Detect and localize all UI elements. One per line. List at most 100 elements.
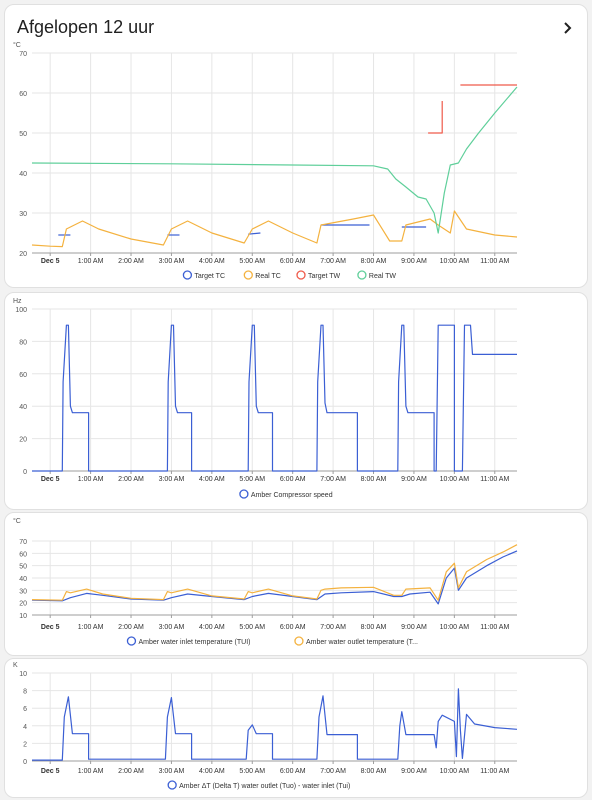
y-tick-label: 30 xyxy=(19,588,27,595)
x-tick-label: 3:00 AM xyxy=(159,258,185,265)
chart-water-temperature: °C 10 20 30 40 50 60 70 Dec 5 1:00 AM 2:00 AM 3:00 … xyxy=(13,517,518,646)
y-tick-label: 10 xyxy=(19,671,27,678)
x-tick-label: Dec 5 xyxy=(41,258,60,265)
y-unit-label: K xyxy=(13,662,18,669)
y-tick-label: 20 xyxy=(19,251,27,258)
x-tick-label: 8:00 AM xyxy=(361,476,387,483)
legend-label: Target TW xyxy=(308,273,341,280)
x-tick-label: 2:00 AM xyxy=(118,624,144,631)
x-tick-label: 10:00 AM xyxy=(440,624,470,631)
x-tick-label: 7:00 AM xyxy=(320,768,346,775)
y-tick-label: 0 xyxy=(23,469,27,476)
y-tick-label: 20 xyxy=(19,437,27,444)
chart-delta-t: K 0 2 4 6 8 10 Dec 5 1:00 AM 2:00 AM 3:00 AM 4:00 A… xyxy=(13,662,518,790)
x-tick-label: 11:00 AM xyxy=(480,476,509,483)
x-tick-label: 2:00 AM xyxy=(118,258,144,265)
chart-temperature: °C 20 30 40 50 60 70 Dec 5 1:00 AM 2:00 AM 3:00 AM… xyxy=(13,41,518,280)
x-tick-label: 7:00 AM xyxy=(320,258,346,265)
chart-compressor-speed: Hz 0 20 40 60 80 100 Dec 5 1:00 AM 2:00 AM 3:00 AM… xyxy=(13,298,517,499)
x-tick-label: 4:00 AM xyxy=(199,624,225,631)
y-tick-label: 10 xyxy=(19,613,27,620)
x-tick-label: 4:00 AM xyxy=(199,476,225,483)
series-line-1 xyxy=(31,210,518,248)
x-tick-label: 10:00 AM xyxy=(440,768,470,775)
x-tick-label: 3:00 AM xyxy=(159,476,185,483)
x-tick-label: 1:00 AM xyxy=(78,476,104,483)
x-tick-label: 6:00 AM xyxy=(280,258,306,265)
x-tick-label: 7:00 AM xyxy=(320,476,346,483)
x-tick-label: 8:00 AM xyxy=(361,258,387,265)
y-tick-label: 2 xyxy=(23,741,27,748)
chart-card-delta-t: K 0 2 4 6 8 10 Dec 5 1:00 AM 2:00 AM 3:00 AM 4:00 A… xyxy=(4,658,588,798)
x-tick-label: 11:00 AM xyxy=(480,624,509,631)
y-tick-label: 60 xyxy=(19,91,27,98)
y-tick-label: 4 xyxy=(23,724,27,731)
legend-marker xyxy=(357,270,367,280)
y-tick-label: 30 xyxy=(19,211,27,218)
y-tick-label: 8 xyxy=(23,689,27,696)
x-tick-label: Dec 5 xyxy=(41,624,60,631)
legend-label: Target TC xyxy=(194,273,225,280)
x-tick-label: 10:00 AM xyxy=(440,258,470,265)
series-line-0 xyxy=(32,688,518,761)
x-tick-label: 5:00 AM xyxy=(239,624,265,631)
card-header: Afgelopen 12 uur xyxy=(5,5,587,49)
x-tick-label: 2:00 AM xyxy=(118,476,144,483)
y-tick-label: 50 xyxy=(19,131,27,138)
legend-marker xyxy=(239,489,249,499)
series-line-0 xyxy=(32,324,517,472)
x-tick-label: 4:00 AM xyxy=(199,768,225,775)
x-tick-label: 3:00 AM xyxy=(159,768,185,775)
legend-label: Real TW xyxy=(369,273,396,280)
x-tick-label: 11:00 AM xyxy=(480,768,509,775)
x-tick-label: 9:00 AM xyxy=(401,768,427,775)
x-tick-label: 1:00 AM xyxy=(78,624,104,631)
chevron-right-icon[interactable] xyxy=(561,21,575,35)
legend-label: Real TC xyxy=(255,273,281,280)
y-unit-label: °C xyxy=(13,41,21,49)
y-tick-label: 80 xyxy=(19,339,27,346)
y-tick-label: 20 xyxy=(19,601,27,608)
legend-marker xyxy=(126,636,137,646)
y-tick-label: 60 xyxy=(19,372,27,379)
x-tick-label: Dec 5 xyxy=(41,476,60,483)
legend-label: Amber water inlet temperature (TUI) xyxy=(138,639,250,646)
x-tick-label: 11:00 AM xyxy=(480,258,509,265)
y-tick-label: 100 xyxy=(15,307,27,314)
series-line-1 xyxy=(31,544,518,601)
x-tick-label: 5:00 AM xyxy=(239,476,265,483)
y-tick-label: 60 xyxy=(19,551,27,558)
y-tick-label: 40 xyxy=(19,171,27,178)
series-line-2 xyxy=(428,101,443,134)
series-line-0 xyxy=(31,550,518,605)
x-tick-label: 7:00 AM xyxy=(320,624,346,631)
x-tick-label: 9:00 AM xyxy=(401,476,427,483)
y-tick-label: 50 xyxy=(19,564,27,571)
x-tick-label: 6:00 AM xyxy=(280,624,306,631)
x-tick-label: 6:00 AM xyxy=(280,476,306,483)
x-tick-label: 9:00 AM xyxy=(401,624,427,631)
x-tick-label: 5:00 AM xyxy=(239,768,265,775)
x-tick-label: 3:00 AM xyxy=(159,624,185,631)
y-tick-label: 6 xyxy=(23,706,27,713)
legend-marker xyxy=(294,636,304,646)
x-tick-label: Dec 5 xyxy=(41,768,60,775)
x-tick-label: 10:00 AM xyxy=(440,476,470,483)
x-tick-label: 8:00 AM xyxy=(361,624,387,631)
x-tick-label: 4:00 AM xyxy=(199,258,225,265)
chart-card-temperature: Afgelopen 12 uur °C 20 30 40 50 60 70 Dec 5 1:00… xyxy=(4,4,588,288)
y-unit-label: °C xyxy=(13,517,21,525)
x-tick-label: 9:00 AM xyxy=(401,258,427,265)
legend-marker xyxy=(296,270,306,280)
legend-label: Amber Compressor speed xyxy=(251,492,333,499)
legend-marker xyxy=(167,780,177,790)
chart-card-water-temp: °C 10 20 30 40 50 60 70 Dec 5 1:00 AM 2:00 AM 3:00 … xyxy=(4,512,588,656)
y-tick-label: 40 xyxy=(19,404,27,411)
x-tick-label: 1:00 AM xyxy=(78,258,104,265)
series-line-3 xyxy=(31,86,518,234)
y-tick-label: 40 xyxy=(19,576,27,583)
legend-label: Amber ΔT (Delta T) water outlet (Tuo) - … xyxy=(179,783,350,790)
y-tick-label: 70 xyxy=(19,539,27,546)
x-tick-label: 1:00 AM xyxy=(78,768,104,775)
legend-marker xyxy=(182,270,193,280)
